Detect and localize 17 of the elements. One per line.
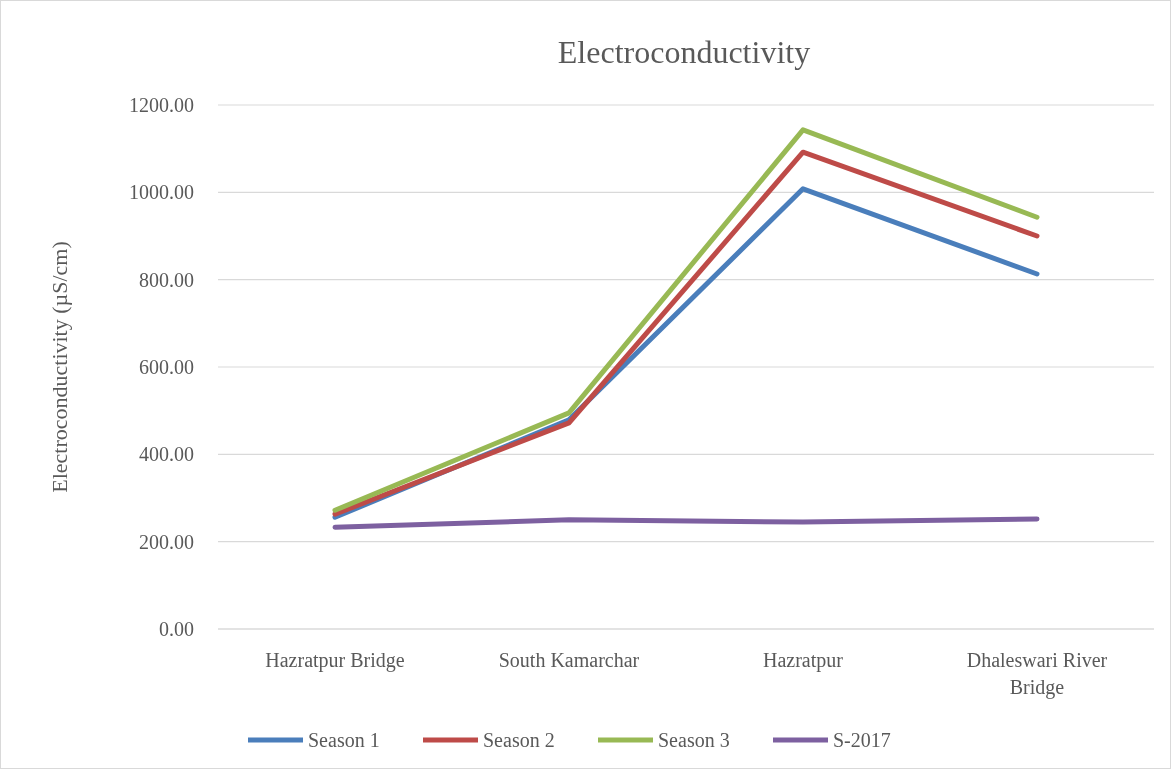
x-tick-label: Dhaleswari River Bridge (966, 649, 1108, 699)
x-tick-label: Hazratpur Bridge (265, 649, 405, 672)
y-tick-label: 1000.00 (129, 181, 194, 204)
x-tick-label: South Kamarchar (498, 649, 640, 671)
y-tick-label: 200.00 (139, 530, 194, 553)
legend-label: Season 3 (658, 729, 730, 751)
legend-label: S-2017 (833, 729, 891, 751)
y-tick-label: 600.00 (139, 356, 194, 378)
y-tick-label: 0.00 (159, 618, 194, 640)
chart-title: Electroconductivity (557, 34, 811, 70)
y-tick-label: 800.00 (139, 268, 194, 291)
legend-label: Season 1 (308, 729, 380, 751)
y-axis-title: Electroconductivity (µS/cm) (47, 241, 72, 493)
legend-label: Season 2 (483, 729, 555, 751)
y-tick-label: 1200.00 (129, 94, 194, 116)
y-tick-label: 400.00 (139, 443, 194, 466)
x-tick-label: Hazratpur (763, 649, 844, 672)
